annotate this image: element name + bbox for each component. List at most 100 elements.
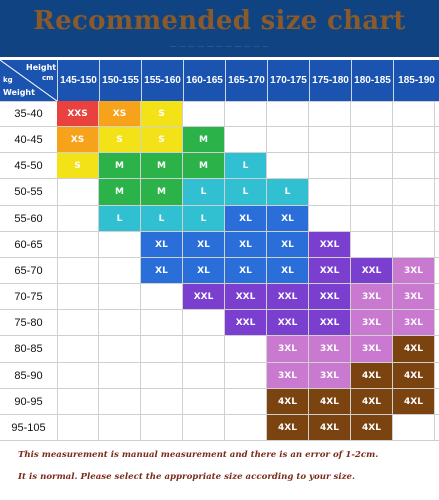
size-cell-4xl: 4XL — [393, 389, 435, 415]
grid-vline — [140, 101, 141, 441]
grid-hline — [0, 414, 439, 415]
size-cell-3xl: 3XL — [393, 258, 435, 284]
size-cell-xxl: XXL — [183, 284, 225, 310]
size-cell-xs: XS — [57, 127, 99, 153]
weight-label-60-65: 60-65 — [14, 239, 43, 251]
size-cell-m: M — [141, 153, 183, 179]
height-header-row — [0, 60, 439, 101]
weight-label-45-50: 45-50 — [14, 160, 43, 172]
grid-vline — [98, 101, 99, 441]
size-cell-l: L — [225, 153, 267, 179]
weight-label-65-70: 65-70 — [14, 265, 43, 277]
weight-label-80-85: 80-85 — [14, 343, 43, 355]
chart-subtitle: — — — — — — — — — — — — [169, 42, 270, 50]
weight-label-90-95: 90-95 — [14, 396, 43, 408]
height-header-155-160: 155-160 — [141, 60, 183, 101]
size-cell-m: M — [99, 179, 141, 206]
weight-label-50-55: 50-55 — [14, 186, 43, 198]
grid-hline — [0, 388, 439, 389]
grid-hline — [0, 362, 439, 363]
size-cell-xl: XL — [267, 258, 309, 284]
corner-weight-label: Weight — [3, 88, 35, 97]
size-cell-xxl: XXL — [267, 284, 309, 310]
size-cell-xl: XL — [183, 258, 225, 284]
size-cell-xxl: XXL — [351, 258, 393, 284]
height-header-180-185: 180-185 — [351, 60, 393, 101]
grid-hline — [0, 101, 439, 102]
size-cell-xl: XL — [225, 206, 267, 232]
size-cell-xl: XL — [225, 232, 267, 258]
size-cell-xl: XL — [267, 206, 309, 232]
size-cell-3xl: 3XL — [393, 310, 435, 336]
size-cell-xl: XL — [141, 258, 183, 284]
weight-label-35-40: 35-40 — [14, 108, 43, 120]
height-header-160-165: 160-165 — [183, 60, 225, 101]
size-cell-3xl: 3XL — [351, 336, 393, 363]
size-cell-m: M — [99, 153, 141, 179]
corner-height-label: Height — [26, 63, 57, 72]
size-cell-s: S — [99, 127, 141, 153]
grid-hline — [0, 126, 439, 127]
height-header-170-175: 170-175 — [267, 60, 309, 101]
height-header-165-170: 165-170 — [225, 60, 267, 101]
diagonal-line-icon — [0, 60, 57, 101]
size-cell-l: L — [99, 206, 141, 232]
size-cell-m: M — [183, 153, 225, 179]
corner-cm-label: cm — [42, 74, 54, 82]
size-cell-xxl: XXL — [309, 258, 351, 284]
grid-hline — [0, 440, 439, 441]
height-header-150-155: 150-155 — [99, 60, 141, 101]
weight-label-55-60: 55-60 — [14, 213, 43, 225]
title-bar: Recommended size chart — — — — — — — — —… — [0, 0, 439, 57]
size-cell-3xl: 3XL — [351, 310, 393, 336]
size-cell-3xl: 3XL — [267, 363, 309, 389]
size-cell-s: S — [141, 101, 183, 127]
size-cell-3xl: 3XL — [351, 284, 393, 310]
height-header-145-150: 145-150 — [57, 60, 99, 101]
weight-label-75-80: 75-80 — [14, 317, 43, 329]
size-cell-xxs: XXS — [57, 101, 99, 127]
corner-cell: Height cm kg Weight — [0, 60, 57, 101]
height-header-175-180: 175-180 — [309, 60, 351, 101]
size-cell-l: L — [183, 179, 225, 206]
size-cell-l: L — [141, 206, 183, 232]
size-cell-4xl: 4XL — [351, 415, 393, 441]
size-cell-xxl: XXL — [267, 310, 309, 336]
footer-note-2: It is normal. Please select the appropri… — [18, 472, 355, 482]
size-cell-l: L — [267, 179, 309, 206]
size-cell-xs: XS — [99, 101, 141, 127]
size-cell-4xl: 4XL — [267, 415, 309, 441]
size-cell-m: M — [183, 127, 225, 153]
weight-label-95-105: 95-105 — [11, 422, 46, 434]
size-cell-3xl: 3XL — [267, 336, 309, 363]
size-cell-xxl: XXL — [225, 310, 267, 336]
size-cell-xl: XL — [183, 232, 225, 258]
weight-label-70-75: 70-75 — [14, 291, 43, 303]
size-cell-xl: XL — [225, 258, 267, 284]
size-cell-xxl: XXL — [309, 284, 351, 310]
size-cell-4xl: 4XL — [351, 363, 393, 389]
size-cell-xxl: XXL — [225, 284, 267, 310]
weight-label-85-90: 85-90 — [14, 370, 43, 382]
size-cell-s: S — [141, 127, 183, 153]
weight-label-40-45: 40-45 — [14, 134, 43, 146]
size-cell-l: L — [225, 179, 267, 206]
size-cell-xl: XL — [267, 232, 309, 258]
size-cell-s: S — [57, 153, 99, 179]
size-cell-4xl: 4XL — [309, 389, 351, 415]
size-cell-4xl: 4XL — [267, 389, 309, 415]
height-header-185-190: 185-190 — [393, 60, 439, 101]
grid-hline — [0, 335, 439, 336]
corner-kg-label: kg — [3, 76, 13, 84]
size-cell-m: M — [141, 179, 183, 206]
footer-note-1: This measurement is manual measurement a… — [18, 450, 379, 460]
size-cell-4xl: 4XL — [351, 389, 393, 415]
size-cell-xl: XL — [141, 232, 183, 258]
size-cell-4xl: 4XL — [309, 415, 351, 441]
size-cell-3xl: 3XL — [393, 284, 435, 310]
size-cell-4xl: 4XL — [393, 363, 435, 389]
chart-title: Recommended size chart — [33, 6, 406, 36]
grid-vline — [57, 101, 58, 441]
size-cell-xxl: XXL — [309, 232, 351, 258]
